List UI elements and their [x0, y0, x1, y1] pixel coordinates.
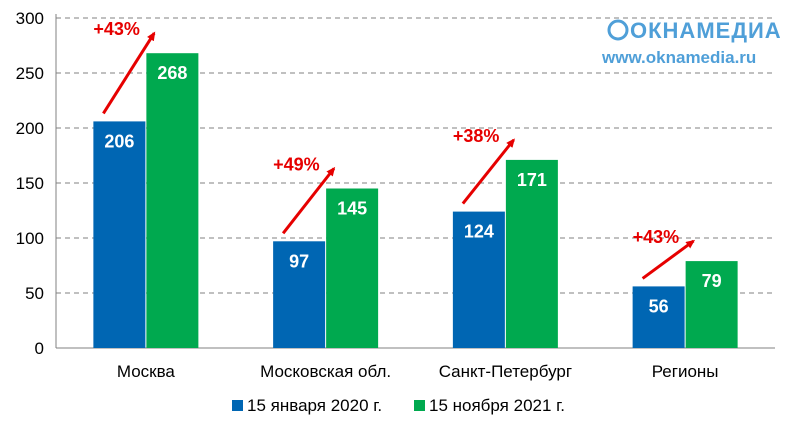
x-tick-label: Московская обл. — [260, 362, 391, 381]
bar — [632, 286, 685, 348]
growth-label: +43% — [93, 19, 140, 39]
growth-arrows: +43% +49% +38% +43% — [93, 19, 696, 280]
growth-arrow — [281, 166, 336, 235]
legend-label-series-2: 15 ноября 2021 г. — [429, 396, 565, 415]
y-tick-label: 100 — [16, 229, 44, 248]
bar — [685, 261, 738, 348]
x-tick-label: Санкт-Петербург — [439, 362, 572, 381]
bar-value-label: 268 — [157, 63, 187, 83]
bar-value-label: 124 — [464, 222, 494, 242]
logo-brand: ОКНАМЕДИА — [630, 18, 782, 43]
bar-value-label: 145 — [337, 199, 367, 219]
y-tick-label: 300 — [16, 9, 44, 28]
bar — [273, 241, 326, 348]
growth-arrow — [641, 239, 696, 280]
bar-value-label: 79 — [702, 271, 722, 291]
growth-label: +43% — [633, 227, 680, 247]
growth-label: +49% — [273, 155, 320, 175]
bar-value-label: 171 — [517, 170, 547, 190]
legend: 15 января 2020 г. 15 ноября 2021 г. — [232, 396, 565, 415]
bar — [146, 53, 199, 348]
x-tick-label: Москва — [117, 362, 176, 381]
bars-group: 206 268 97 145 124 171 56 79 — [93, 53, 738, 349]
growth-label: +38% — [453, 126, 500, 146]
x-axis: Москва Московская обл. Санкт-Петербург Реги… — [117, 362, 719, 381]
y-tick-label: 200 — [16, 119, 44, 138]
x-tick-label: Регионы — [652, 362, 719, 381]
y-tick-label: 50 — [25, 284, 44, 303]
bar — [505, 159, 558, 348]
bar-value-label: 97 — [289, 251, 309, 271]
bar — [452, 211, 505, 348]
bar — [326, 188, 379, 348]
growth-arrow — [461, 138, 515, 205]
logo-icon — [607, 19, 629, 41]
bar — [93, 121, 146, 349]
bar-value-label: 206 — [104, 131, 134, 151]
y-tick-label: 250 — [16, 64, 44, 83]
legend-swatch-series-1 — [232, 400, 243, 411]
growth-arrow — [102, 31, 156, 115]
y-tick-label: 0 — [35, 339, 44, 358]
logo: ОКНАМЕДИА www.oknamedia.ru — [601, 18, 782, 67]
bar-value-label: 56 — [649, 296, 669, 316]
legend-swatch-series-2 — [414, 400, 425, 411]
logo-url: www.oknamedia.ru — [601, 48, 756, 67]
y-tick-label: 150 — [16, 174, 44, 193]
legend-label-series-1: 15 января 2020 г. — [247, 396, 382, 415]
